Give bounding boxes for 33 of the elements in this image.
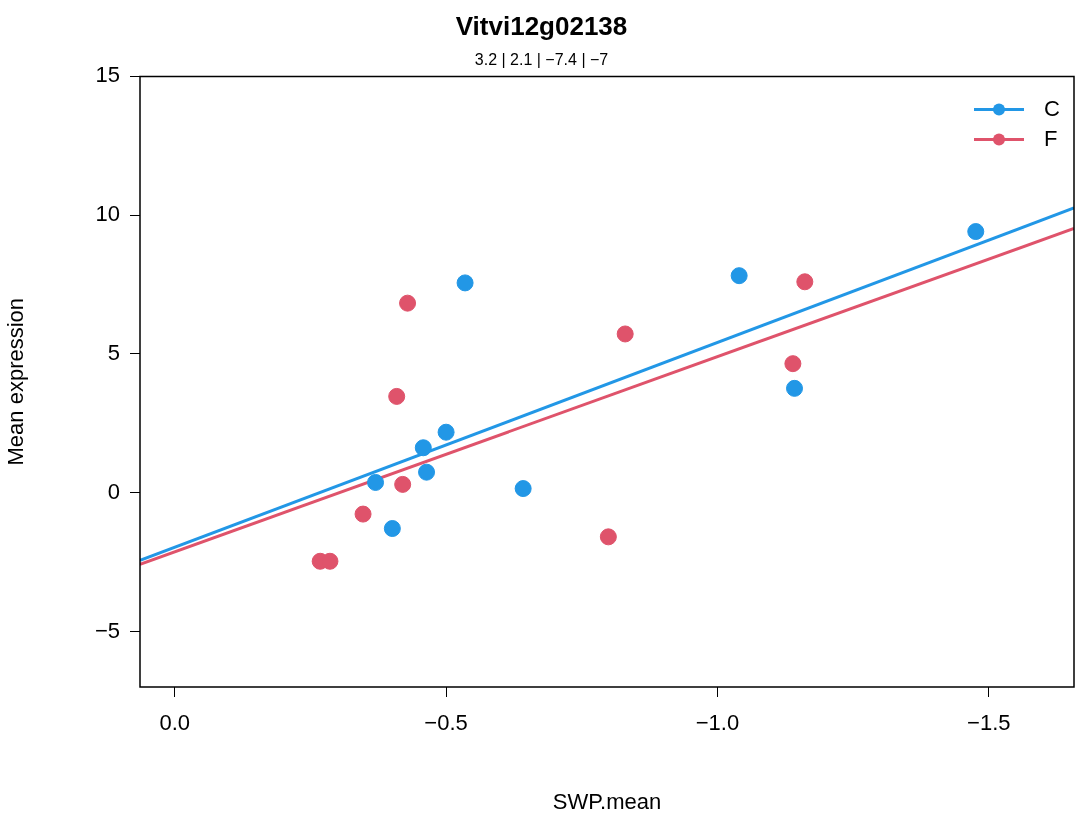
point bbox=[414, 439, 432, 457]
x-tick-label: −1.5 bbox=[967, 710, 1011, 736]
x-tick-label: 0.0 bbox=[159, 710, 191, 736]
x-tick-label: −1.0 bbox=[695, 710, 740, 736]
point bbox=[367, 473, 385, 491]
point bbox=[514, 480, 532, 498]
chart-subtitle: 3.2 | 2.1 | −7.4 | −7 bbox=[474, 51, 609, 69]
point bbox=[456, 274, 474, 292]
point bbox=[616, 325, 634, 343]
point bbox=[967, 223, 985, 241]
point bbox=[730, 267, 748, 285]
point bbox=[796, 273, 814, 291]
legend-label: C bbox=[1044, 96, 1060, 122]
point bbox=[394, 475, 412, 493]
point bbox=[418, 463, 436, 481]
y-tick-label: 15 bbox=[95, 62, 120, 88]
y-tick-label: 0 bbox=[107, 478, 120, 504]
point bbox=[383, 520, 401, 538]
point bbox=[784, 355, 802, 373]
point bbox=[437, 423, 455, 441]
y-tick-label: 5 bbox=[107, 340, 120, 366]
y-tick-label: 10 bbox=[95, 201, 120, 227]
point bbox=[354, 505, 372, 523]
point bbox=[599, 528, 617, 546]
y-tick-label: −5 bbox=[94, 617, 120, 643]
point bbox=[388, 387, 406, 405]
x-axis-title: SWP.mean bbox=[552, 788, 662, 814]
point bbox=[786, 379, 804, 397]
x-tick-label: −0.5 bbox=[424, 710, 468, 736]
chart-title: Vitvi12g02138 bbox=[455, 10, 628, 41]
y-axis-title: Mean expression bbox=[3, 297, 29, 466]
point bbox=[399, 294, 417, 312]
legend-label: F bbox=[1044, 126, 1058, 152]
